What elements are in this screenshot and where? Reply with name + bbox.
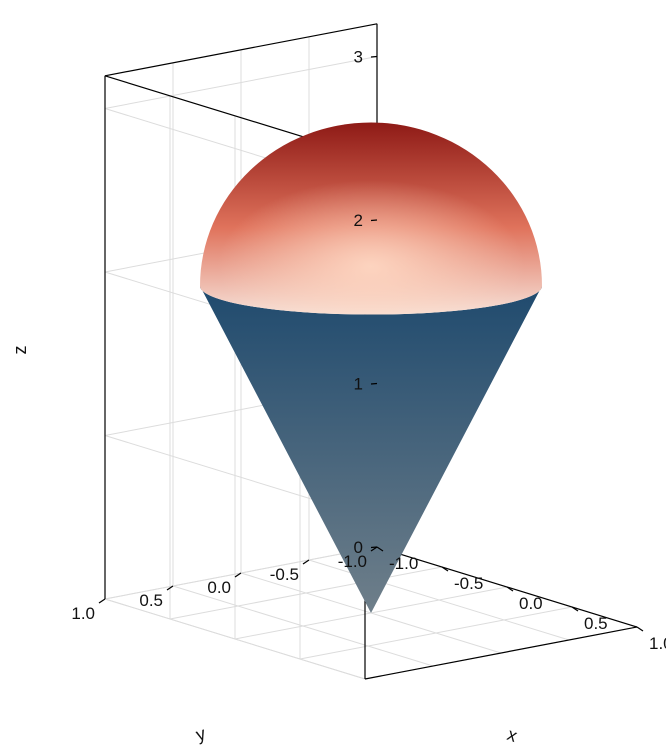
y-tick-label: 1.0 [71,604,95,623]
floor-gridline-y [172,585,434,667]
z-tick-mark [370,55,378,58]
y-tick-mark [234,572,242,578]
axis-frame-edge [104,23,378,77]
x-tick-label: -0.5 [454,574,483,593]
z-tick-mark [370,382,378,385]
hemisphere-highlight [200,122,542,315]
tick-labels: 0 1 2 3 -1.0 -0.5 0.0 0.5 1.0 -1.0 -0.5 0.0 0.5 1.0 [71,48,666,654]
x-tick-mark [376,546,384,552]
x-tick-mark [506,586,514,592]
y-tick-label: 0.0 [207,578,231,597]
y-tick-mark [166,585,174,591]
right-wall-gridline-z [104,598,366,680]
y-tick-label: -0.5 [270,565,299,584]
x-axis-title: x [505,724,520,746]
x-tick-mark [571,606,579,612]
z-tick-label: 1 [354,375,363,394]
x-tick-label: -1.0 [389,554,418,573]
cone-surface [200,286,542,613]
y-tick-label: 0.5 [139,591,163,610]
x-tick-label: 1.0 [649,634,666,653]
x-tick-label: 0.5 [584,614,608,633]
y-tick-mark [98,598,106,604]
z-tick-label: 2 [354,211,363,230]
z-axis-title: z [10,346,30,355]
axis-frame-edge [364,626,638,680]
y-tick-mark [302,559,310,565]
z-tick-label: 0 [354,538,363,557]
z-tick-label: 3 [354,48,363,67]
x-tick-label: 0.0 [519,594,543,613]
y-axis-title: y [193,723,207,745]
y-tick-mark [370,546,378,552]
surfaces [200,122,542,613]
x-tick-mark [636,626,644,632]
x-tick-mark [441,566,449,572]
y-tick-label: -1.0 [338,552,367,571]
z-tick-mark [370,219,378,222]
left-wall-gridline-z [104,56,378,109]
